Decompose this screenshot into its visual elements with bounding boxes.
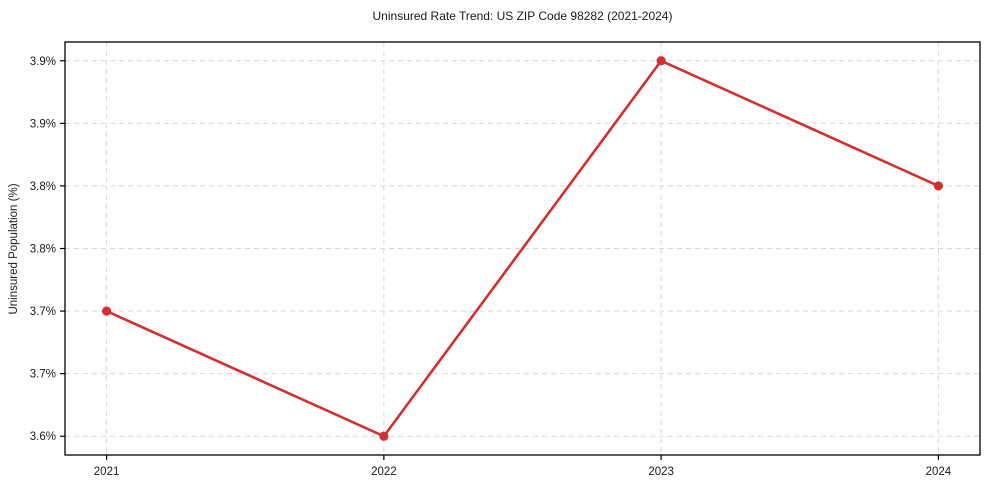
y-tick-label: 3.6%: [30, 431, 56, 443]
x-tick-label: 2024: [926, 466, 952, 478]
data-point-marker: [656, 56, 666, 66]
data-point-marker: [379, 431, 389, 441]
y-tick-label: 3.8%: [30, 181, 56, 193]
data-point-marker: [933, 181, 944, 191]
y-tick-label: 3.8%: [30, 244, 56, 256]
plot-border: [64, 41, 981, 456]
chart-title: Uninsured Rate Trend: US ZIP Code 98282 …: [372, 9, 673, 23]
x-tick-label: 2021: [94, 466, 120, 478]
x-tick-label: 2022: [371, 466, 397, 478]
data-point-marker: [101, 306, 112, 316]
y-tick-label: 3.7%: [30, 369, 56, 381]
y-tick-label: 3.9%: [30, 118, 56, 130]
y-tick-label: 3.9%: [30, 56, 56, 68]
x-tick-label: 2023: [648, 466, 674, 478]
trend-line: [105, 59, 940, 438]
y-tick-label: 3.7%: [30, 306, 56, 318]
